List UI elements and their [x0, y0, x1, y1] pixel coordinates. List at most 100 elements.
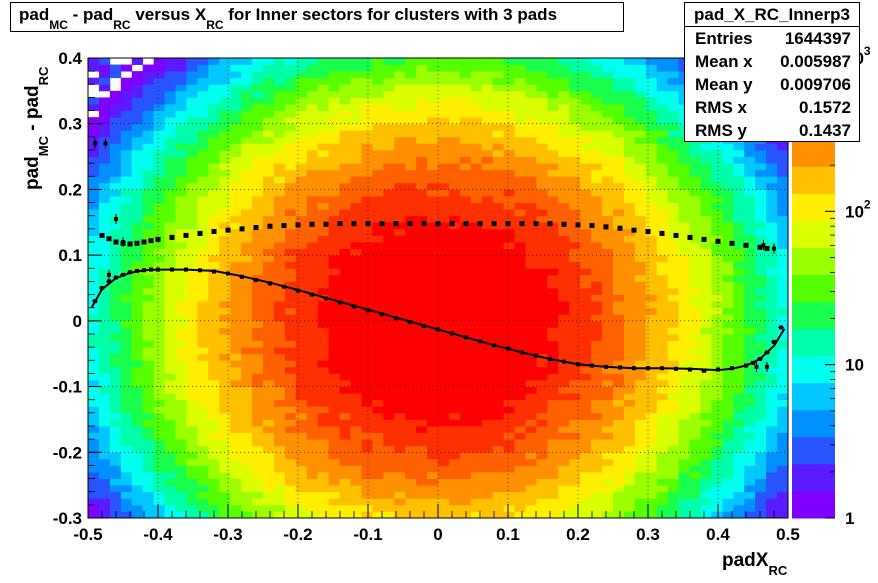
heatmap-cell: [634, 176, 647, 184]
heatmap-cell: [219, 196, 231, 203]
heatmap-cell: [733, 485, 745, 493]
stats-value: 0.005987: [780, 52, 851, 71]
heatmap-cell: [175, 261, 187, 269]
heatmap-cell: [416, 123, 428, 131]
heatmap-cell: [536, 366, 548, 374]
heatmap-cell: [656, 58, 669, 65]
heatmap-cell: [558, 445, 570, 453]
heatmap-cell: [766, 261, 778, 269]
heatmap-cell: [569, 491, 581, 499]
heatmap-cell: [503, 123, 515, 131]
heatmap-cell: [339, 478, 351, 486]
heatmap-cell: [503, 136, 515, 144]
heatmap-cell: [656, 485, 669, 493]
heatmap-cell: [602, 478, 614, 486]
heatmap-cell: [656, 334, 669, 341]
heatmap-cell: [197, 130, 209, 138]
rms-profile-point: [645, 228, 651, 234]
heatmap-cell: [339, 130, 351, 138]
heatmap-cell: [295, 235, 308, 243]
heatmap-cell: [361, 268, 373, 276]
heatmap-cell: [448, 485, 461, 493]
rms-profile-point: [687, 234, 693, 240]
heatmap-cell: [98, 169, 111, 177]
heatmap-cell: [459, 458, 472, 466]
heatmap-cell: [766, 445, 778, 453]
heatmap-cell: [733, 478, 745, 486]
heatmap-cell: [241, 380, 253, 387]
heatmap-cell: [766, 452, 778, 460]
heatmap-cell: [634, 366, 647, 374]
heatmap-cell: [448, 123, 461, 131]
heatmap-cell: [766, 202, 778, 210]
heatmap-cell: [405, 71, 417, 79]
heatmap-cell: [744, 288, 756, 295]
heatmap-cell: [230, 366, 242, 374]
heatmap-cell: [722, 445, 734, 453]
heatmap-cell: [164, 439, 176, 447]
heatmap-cell: [273, 235, 286, 243]
heatmap-cell: [186, 320, 198, 328]
heatmap-cell: [438, 189, 450, 197]
heatmap-cell: [744, 150, 756, 157]
heatmap-cell: [481, 150, 494, 157]
heatmap-cell: [306, 327, 319, 335]
heatmap-cell: [755, 445, 767, 453]
heatmap-cell: [678, 399, 690, 407]
heatmap-cell: [328, 380, 340, 387]
heatmap-cell: [744, 228, 756, 236]
heatmap-cell: [109, 163, 122, 171]
heatmap-cell: [613, 288, 625, 295]
heatmap-cell: [438, 130, 450, 138]
heatmap-cell: [175, 215, 187, 223]
heatmap-cell: [186, 412, 198, 420]
heatmap-cell: [492, 110, 505, 118]
heatmap-cell: [591, 347, 603, 355]
heatmap-cell: [744, 465, 756, 473]
heatmap-cell: [383, 104, 395, 111]
mean-profile-point: [464, 335, 468, 340]
rms-profile-point: [106, 236, 112, 242]
heatmap-cell: [131, 320, 144, 328]
heatmap-cell: [733, 307, 745, 315]
heatmap-cell: [470, 366, 483, 374]
heatmap-cell: [273, 307, 286, 315]
heatmap-cell: [295, 248, 308, 256]
heatmap-cell: [153, 472, 165, 479]
heatmap-cell: [667, 136, 680, 144]
heatmap-cell: [733, 445, 745, 453]
mean-profile-point: [184, 267, 188, 272]
heatmap-cell: [613, 347, 625, 355]
heatmap-cell: [427, 150, 439, 157]
heatmap-cell: [514, 143, 526, 151]
heatmap-cell: [241, 373, 253, 381]
heatmap-cell: [492, 248, 505, 256]
heatmap-cell: [120, 373, 133, 381]
heatmap-cell: [295, 511, 308, 519]
heatmap-cell: [120, 498, 133, 506]
heatmap-cell: [645, 235, 658, 243]
heatmap-cell: [777, 255, 789, 263]
heatmap-cell: [580, 426, 592, 433]
heatmap-cell: [252, 58, 264, 65]
heatmap-cell: [438, 281, 450, 289]
heatmap-cell: [689, 202, 701, 210]
heatmap-cell: [591, 366, 603, 374]
heatmap-cell: [416, 334, 428, 341]
heatmap-cell: [645, 380, 658, 387]
heatmap-cell: [569, 432, 581, 440]
heatmap-cell: [339, 393, 351, 401]
heatmap-cell: [164, 327, 176, 335]
heatmap-cell: [558, 143, 570, 151]
heatmap-cell: [208, 130, 220, 138]
heatmap-cell: [470, 90, 483, 98]
heatmap-cell: [470, 110, 483, 118]
heatmap-cell: [547, 439, 559, 447]
heatmap-cell: [602, 445, 614, 453]
heatmap-cell: [503, 360, 515, 368]
heatmap-cell: [755, 196, 767, 203]
heatmap-cell: [197, 432, 209, 440]
heatmap-cell: [273, 347, 286, 355]
heatmap-cell: [394, 84, 406, 92]
heatmap-cell: [109, 366, 122, 374]
